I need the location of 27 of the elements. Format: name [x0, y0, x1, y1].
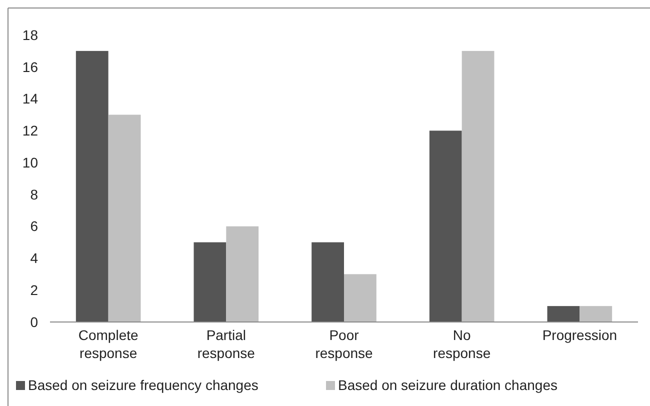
bar	[194, 242, 226, 322]
y-tick-label: 0	[30, 314, 38, 330]
bar	[580, 306, 612, 322]
y-tick-label: 10	[22, 154, 38, 170]
y-tick-label: 18	[22, 26, 38, 43]
bar	[312, 242, 344, 322]
legend-label: Based on seizure duration changes	[338, 377, 558, 393]
bar	[547, 306, 580, 322]
x-tick-label: Poor response	[315, 327, 374, 361]
bar	[462, 50, 494, 322]
bar	[226, 226, 259, 322]
x-tick-label: Complete response	[78, 327, 138, 361]
y-tick-label: 4	[30, 250, 38, 266]
y-tick-label: 6	[30, 218, 38, 234]
y-tick-label: 12	[22, 122, 38, 139]
bar	[108, 114, 141, 322]
bar	[344, 274, 376, 322]
x-tick-label: Partial response	[197, 327, 256, 361]
x-tick-label: Progression	[542, 327, 618, 343]
bar	[76, 50, 108, 322]
x-tick-label: No response	[433, 327, 491, 361]
y-tick-label: 2	[30, 282, 38, 298]
bar	[429, 130, 462, 322]
y-tick-label: 14	[22, 90, 38, 107]
legend-label: Based on seizure frequency changes	[28, 377, 258, 393]
y-tick-label: 16	[22, 58, 38, 75]
y-tick-label: 8	[30, 186, 38, 202]
